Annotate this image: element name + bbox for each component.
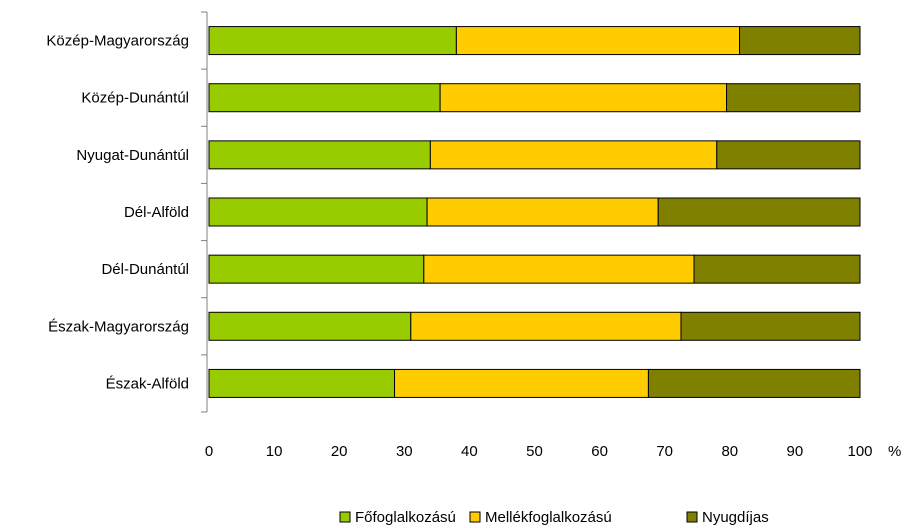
- category-label: Közép-Dunántúl: [81, 90, 189, 107]
- bar-segment: [410, 311, 682, 341]
- legend-label: Nyugdíjas: [702, 509, 769, 526]
- bar-segment: [647, 368, 861, 398]
- bars: [208, 26, 861, 398]
- x-tick-label: 100: [847, 443, 872, 460]
- bar-segment: [739, 26, 861, 56]
- bar-segment: [429, 140, 718, 170]
- bar-segment: [208, 83, 441, 113]
- legend-label: Főfoglalkozású: [355, 509, 456, 526]
- x-tick-label: 40: [461, 443, 478, 460]
- bar-segment: [693, 254, 861, 284]
- bar-segment: [726, 83, 861, 113]
- legend: Főfoglalkozású Mellékfoglalkozású Nyugdíja…: [339, 509, 769, 526]
- legend-swatch: [339, 511, 351, 523]
- bar-segment: [716, 140, 861, 170]
- legend-swatch: [469, 511, 481, 523]
- category-label: Dél-Dunántúl: [101, 261, 189, 278]
- y-axis-ticks: [201, 11, 207, 413]
- x-tick-label: 10: [266, 443, 283, 460]
- bar-segment: [208, 254, 425, 284]
- category-labels: Közép-Magyarország Közép-Dunántúl Nyugat-D…: [46, 33, 189, 393]
- legend-item: Nyugdíjas: [686, 509, 769, 526]
- category-label: Észak-Alföld: [106, 375, 189, 392]
- x-tick-label: 20: [331, 443, 348, 460]
- bar-segment: [657, 197, 861, 227]
- x-tick-label: 60: [591, 443, 608, 460]
- bar-segment: [423, 254, 695, 284]
- category-label: Észak-Magyarország: [48, 318, 189, 335]
- legend-swatch: [686, 511, 698, 523]
- bar-segment: [455, 26, 741, 56]
- category-label: Dél-Alföld: [124, 204, 189, 221]
- x-tick-label: 90: [787, 443, 804, 460]
- x-tick-label: 30: [396, 443, 413, 460]
- bar-segment: [208, 368, 396, 398]
- bar-segment: [208, 140, 431, 170]
- x-tick-label: 80: [721, 443, 738, 460]
- bar-segment: [208, 311, 412, 341]
- bar-segment: [439, 83, 728, 113]
- bar-segment: [394, 368, 649, 398]
- legend-label: Mellékfoglalkozású: [485, 509, 612, 526]
- bar-segment: [426, 197, 659, 227]
- bar-segment: [208, 197, 428, 227]
- x-axis-tick-labels: 0 10 20 30 40 50 60 70 80 90 100: [205, 443, 873, 460]
- category-label: Nyugat-Dunántúl: [76, 147, 189, 164]
- bar-segment: [680, 311, 861, 341]
- x-tick-label: 50: [526, 443, 543, 460]
- x-tick-label: 0: [205, 443, 213, 460]
- category-label: Közép-Magyarország: [46, 33, 189, 50]
- bar-segment: [208, 26, 457, 56]
- legend-item: Főfoglalkozású: [339, 509, 456, 526]
- x-unit-label: %: [888, 443, 901, 460]
- x-tick-label: 70: [656, 443, 673, 460]
- legend-item: Mellékfoglalkozású: [469, 509, 612, 526]
